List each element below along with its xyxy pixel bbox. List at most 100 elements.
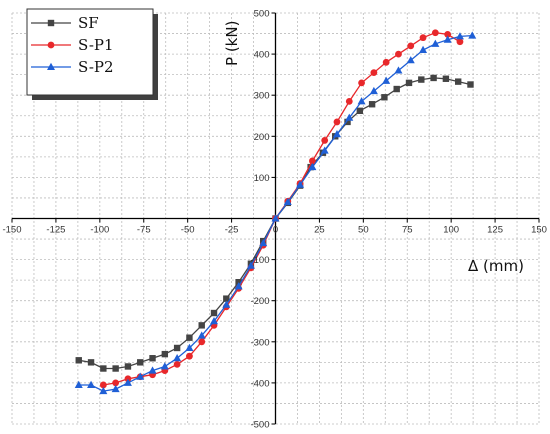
legend-marker [47,19,55,27]
x-tick-label: -25 [225,225,239,236]
x-tick-label: 50 [358,225,369,236]
data-point-sf [210,309,218,317]
series-line-sf [78,77,471,370]
legend: SF S-P1 S-P2 [26,8,158,100]
data-point-s-p2 [160,362,169,370]
tick-labels: -150 -125 -100 -75 -50 -25 0 25 50 75 100 125 150 -50… [2,9,546,431]
data-point-s-p1 [186,352,193,360]
data-point-sf [112,365,119,372]
y-tick-label: -500 [250,420,269,431]
legend-label: S-P1 [78,36,114,54]
data-point-sf [186,334,193,341]
data-point-s-p1 [444,30,452,38]
data-point-s-p1 [345,97,353,105]
data-point-sf [467,81,474,88]
data-point-sf [87,359,95,366]
legend-marker [47,41,55,49]
data-point-s-p2 [123,378,132,386]
y-tick-label: -100 [250,255,269,266]
data-point-s-p1 [395,50,402,58]
x-tick-label: 25 [314,225,325,236]
data-point-sf [100,365,107,372]
data-point-sf [368,101,376,108]
data-point-sf [454,78,462,85]
y-tick-label: 100 [254,173,270,184]
data-point-s-p2 [406,56,415,64]
data-point-s-p2 [394,66,403,74]
data-point-s-p2 [74,380,83,388]
data-point-sf [223,295,230,302]
data-point-s-p1 [456,38,464,46]
data-point-sf [124,363,132,370]
data-point-s-p1 [308,157,316,165]
legend-marker [47,62,55,70]
data-point-s-p2 [308,162,317,171]
series-lines [74,29,477,395]
data-point-s-p2 [197,331,206,339]
series-sf [75,74,474,372]
data-point-s-p2 [185,343,194,351]
x-tick-label: -125 [46,225,65,236]
data-point-sf [381,94,388,101]
data-point-sf [198,322,205,329]
data-point-s-p2 [345,113,354,121]
data-point-s-p1 [333,118,341,126]
data-point-s-p2 [382,76,391,84]
x-tick-label: 125 [487,225,503,236]
y-axis-title: P (kN) [223,21,241,66]
y-tick-label: 500 [254,9,270,20]
data-point-s-p2 [148,366,157,374]
data-point-s-p2 [234,282,243,290]
legend-label: SF [78,14,99,32]
x-tick-label: 75 [402,225,413,236]
data-point-sf [149,355,156,362]
data-point-s-p2 [419,45,428,53]
data-point-s-p1 [112,379,120,387]
data-point-sf [442,75,450,82]
x-tick-label: 100 [443,225,459,236]
data-point-s-p1 [173,361,181,368]
data-point-s-p2 [222,300,231,308]
data-point-s-p2 [136,372,145,380]
series-s-p2 [74,31,477,395]
data-point-s-p1 [358,79,365,87]
data-point-sf [356,107,364,115]
data-point-sf [75,357,82,364]
data-point-sf [393,85,400,93]
data-point-sf [405,79,413,87]
data-point-sf [430,74,437,82]
legend-label: S-P2 [78,58,114,76]
data-point-s-p2 [173,354,182,362]
y-tick-label: 200 [254,132,270,143]
data-point-s-p2 [111,384,120,393]
x-tick-label: -50 [181,225,195,236]
data-point-s-p2 [283,197,292,206]
data-point-s-p1 [431,29,439,37]
x-tick-label: -150 [2,225,21,236]
data-point-sf [137,359,144,366]
data-point-sf [173,344,181,352]
y-tick-label: 300 [254,91,270,102]
data-point-s-p2 [271,214,280,222]
x-tick-label: 150 [531,225,547,236]
x-axis-title: Δ (mm) [468,257,524,275]
data-point-s-p1 [407,42,415,50]
data-point-s-p2 [431,39,440,47]
y-tick-label: -300 [250,337,269,348]
data-point-s-p1 [99,381,107,389]
data-point-s-p2 [369,86,378,95]
data-point-sf [344,118,351,126]
y-tick-label: -200 [250,296,269,307]
data-point-s-p1 [419,34,427,42]
data-point-s-p1 [321,137,329,144]
data-point-s-p2 [320,146,329,154]
data-point-s-p2 [210,317,219,325]
x-tick-label: -75 [137,225,151,236]
x-tick-label: 0 [273,225,278,236]
data-point-s-p2 [259,238,268,247]
data-point-s-p2 [443,35,452,43]
data-point-sf [161,350,169,358]
data-point-s-p2 [87,380,96,388]
data-point-sf [418,76,425,83]
y-tick-label: 400 [254,50,270,61]
